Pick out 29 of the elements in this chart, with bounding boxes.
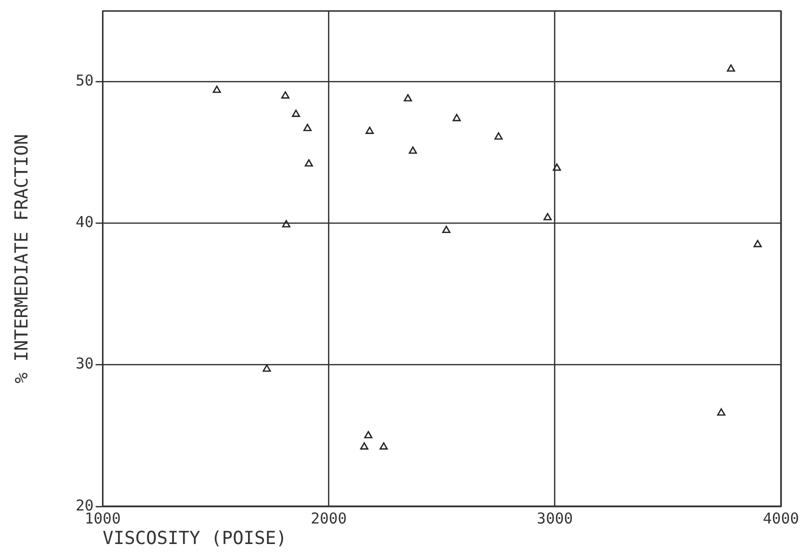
point [717,408,726,416]
point [404,94,412,102]
point [364,430,372,438]
y-tick-label: 50 [76,72,94,90]
x-tick-label: 4000 [762,509,799,528]
x-tick-label: 3000 [536,509,573,528]
y-axis-title: % INTERMEDIATE FRACTION [11,134,32,384]
y-tick-label: 40 [76,213,94,232]
y-tick-label: 30 [76,354,94,373]
point [303,124,312,132]
point [380,442,388,450]
point [304,159,313,167]
point [726,64,736,72]
point [262,364,271,372]
point [360,442,368,450]
point [282,220,290,228]
point [494,132,503,140]
point [212,86,221,93]
point [408,146,417,154]
point [281,91,290,99]
point [552,163,561,171]
point [452,114,461,122]
point [442,226,450,234]
x-axis-title: VISCOSITY (POISE) [102,528,287,549]
point [366,126,374,134]
point [543,213,552,220]
point [292,110,300,117]
x-tick-label: 2000 [310,509,347,528]
point [754,240,762,248]
